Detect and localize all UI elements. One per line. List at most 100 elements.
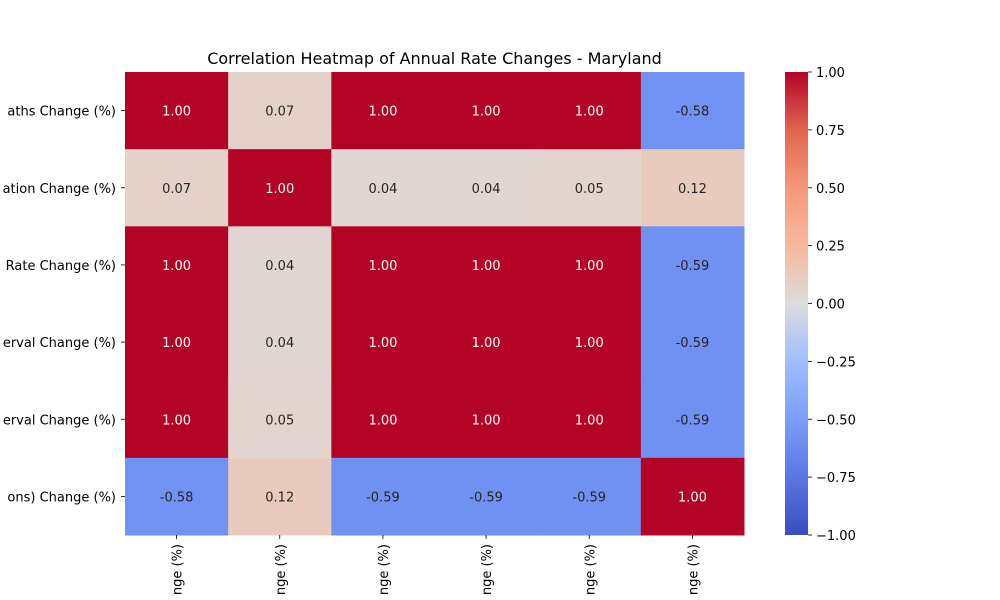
colorbar-tick-label-7: −0.75	[816, 471, 856, 486]
row-tick-label-3: erval Change (%)	[3, 336, 116, 351]
row-tick-label-5: ons) Change (%)	[7, 490, 116, 505]
heatmap-cell-r3-c5	[640, 303, 745, 382]
cell-value-label-r3-c4: 1.00	[575, 336, 604, 351]
heatmap-cell-r2-c1	[228, 226, 332, 304]
cell-value-label-r5-c3: -0.59	[469, 490, 503, 505]
heatmap-cell-r5-c4	[537, 457, 642, 536]
cell-value-label-r1-c3: 0.04	[472, 182, 501, 197]
row-tick-labels: aths Change (%) ation Change (%) Rate Chan…	[3, 105, 125, 505]
colorbar-tick-label-8: −1.00	[816, 529, 856, 544]
heatmap-cell-r4-c5	[640, 380, 745, 459]
heatmap-cell-r5-c3	[434, 457, 539, 536]
cell-value-label-r2-c0: 1.00	[162, 259, 191, 274]
column-tick-label-0: nge (%)	[171, 544, 186, 595]
cell-value-label-r4-c0: 1.00	[162, 413, 191, 428]
colorbar-gradient	[785, 72, 808, 535]
cell-value-label-r4-c1: 0.05	[265, 413, 294, 428]
cell-value-label-r1-c5: 0.12	[678, 182, 707, 197]
colorbar: 1.00 0.75 0.50 0.25 0.00 −0.25 −0.50 −0.75 −1.00	[785, 66, 856, 544]
colorbar-tick-label-5: −0.25	[816, 355, 856, 370]
colorbar-tick-label-4: 0.00	[816, 298, 845, 313]
row-tick-label-2: Rate Change (%)	[6, 259, 116, 274]
cell-value-label-r0-c1: 0.07	[265, 105, 294, 120]
cell-value-label-r0-c4: 1.00	[575, 105, 604, 120]
cell-value-label-r2-c2: 1.00	[368, 259, 397, 274]
row-tick-label-1: ation Change (%)	[3, 182, 116, 197]
cell-value-label-r2-c3: 1.00	[472, 259, 501, 274]
cell-value-label-r5-c0: -0.58	[160, 490, 194, 505]
cell-value-label-r2-c5: -0.59	[676, 259, 710, 274]
heatmap-cell-r1-c5	[640, 149, 745, 227]
cell-value-label-r4-c3: 1.00	[472, 413, 501, 428]
cell-value-label-r5-c5: 1.00	[678, 490, 707, 505]
heatmap-cell-r3-c4	[537, 303, 642, 382]
heatmap-cell-r0-c4	[537, 72, 642, 150]
heatmap-cell-r0-c1	[228, 72, 332, 150]
column-tick-label-1: nge (%)	[274, 544, 289, 595]
cell-value-label-r3-c5: -0.59	[676, 336, 710, 351]
column-tick-label-5: nge (%)	[686, 544, 701, 595]
heatmap-cell-r1-c4	[537, 149, 642, 227]
colorbar-tick-label-6: −0.50	[816, 413, 856, 428]
column-tick-label-4: nge (%)	[583, 544, 598, 595]
row-tick-label-4: erval Change (%)	[3, 413, 116, 428]
heatmap-cell-r1-c3	[434, 149, 539, 227]
heatmap-cell-r5-c0	[125, 457, 229, 536]
cell-value-label-r5-c1: 0.12	[265, 490, 294, 505]
cell-value-label-r1-c0: 0.07	[162, 182, 191, 197]
heatmap-cell-r0-c3	[434, 72, 539, 150]
colorbar-tick-label-2: 0.50	[816, 182, 845, 197]
heatmap-cell-r2-c2	[331, 226, 435, 304]
heatmap-cell-r4-c1	[228, 380, 332, 459]
heatmap-cell-r4-c0	[125, 380, 229, 459]
cell-value-label-r0-c3: 1.00	[472, 105, 501, 120]
cell-value-label-r2-c4: 1.00	[575, 259, 604, 274]
colorbar-tick-label-1: 0.75	[816, 124, 845, 139]
cell-value-label-r0-c0: 1.00	[162, 105, 191, 120]
column-tick-labels: nge (%) nge (%) nge (%) nge (%) nge (%) nge (…	[171, 535, 701, 595]
column-tick-label-2: nge (%)	[377, 544, 392, 595]
row-tick-label-0: aths Change (%)	[7, 105, 116, 120]
heatmap-cell-r2-c0	[125, 226, 229, 304]
column-tick-label-3: nge (%)	[480, 544, 495, 595]
cell-value-label-r1-c4: 0.05	[575, 182, 604, 197]
cell-value-label-r5-c2: -0.59	[366, 490, 400, 505]
cell-value-label-r2-c1: 0.04	[265, 259, 294, 274]
heatmap-cell-r2-c4	[537, 226, 642, 304]
cell-value-label-r3-c0: 1.00	[162, 336, 191, 351]
heatmap-cell-r2-c5	[640, 226, 745, 304]
heatmap-cell-r0-c2	[331, 72, 435, 150]
cell-value-label-r1-c1: 1.00	[265, 182, 294, 197]
heatmap-cell-r1-c1	[228, 149, 332, 227]
heatmap-cell-r4-c2	[331, 380, 435, 459]
colorbar-tick-label-3: 0.25	[816, 240, 845, 255]
heatmap-cell-r3-c3	[434, 303, 539, 382]
cell-value-label-r4-c5: -0.59	[676, 413, 710, 428]
heatmap-cell-r5-c1	[228, 457, 332, 536]
heatmap-cell-r1-c2	[331, 149, 435, 227]
cell-value-label-r0-c2: 1.00	[368, 105, 397, 120]
heatmap-cell-r3-c0	[125, 303, 229, 382]
cell-value-label-r3-c2: 1.00	[368, 336, 397, 351]
heatmap-cells: 1.00 0.07 1.00 1.00 1.00 -0.58 0.07 1.00 0.04 0.0…	[125, 72, 745, 536]
heatmap-cell-r4-c4	[537, 380, 642, 459]
heatmap-cell-r5-c2	[331, 457, 435, 536]
colorbar-tick-label-0: 1.00	[816, 66, 845, 81]
cell-value-label-r0-c5: -0.58	[676, 105, 710, 120]
cell-value-label-r4-c2: 1.00	[368, 413, 397, 428]
heatmap-cell-r0-c5	[640, 72, 745, 150]
cell-value-label-r4-c4: 1.00	[575, 413, 604, 428]
cell-value-label-r3-c1: 0.04	[265, 336, 294, 351]
heatmap-cell-r0-c0	[125, 72, 229, 150]
heatmap-cell-r2-c3	[434, 226, 539, 304]
heatmap-cell-r3-c1	[228, 303, 332, 382]
cell-value-label-r5-c4: -0.59	[572, 490, 606, 505]
chart-title: Correlation Heatmap of Annual Rate Chang…	[207, 49, 662, 68]
cell-value-label-r1-c2: 0.04	[368, 182, 397, 197]
heatmap-cell-r5-c5	[640, 457, 745, 536]
heatmap-cell-r1-c0	[125, 149, 229, 227]
cell-value-label-r3-c3: 1.00	[472, 336, 501, 351]
heatmap-cell-r4-c3	[434, 380, 539, 459]
heatmap-cell-r3-c2	[331, 303, 435, 382]
